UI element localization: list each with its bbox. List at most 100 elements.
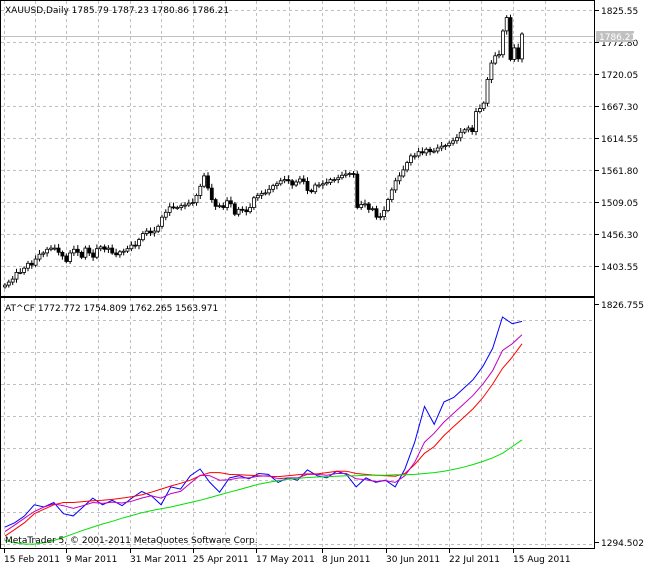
candle [206, 172, 210, 191]
candle [255, 192, 260, 201]
candle [140, 231, 145, 242]
candle [366, 202, 371, 213]
candle [363, 199, 367, 208]
indicator-line [4, 334, 523, 533]
candle [317, 182, 321, 189]
candle [263, 189, 268, 196]
candle [351, 171, 356, 178]
candle [190, 198, 195, 206]
candle [10, 276, 15, 286]
candle [420, 147, 425, 156]
candle [33, 255, 38, 267]
price-scale-label: 1561.80 [601, 167, 638, 177]
candle [45, 246, 49, 257]
candle [18, 268, 23, 275]
candle [297, 175, 302, 185]
indicator-header: AT^CF 1772.772 1754.809 1762.265 1563.97… [5, 304, 218, 314]
candle [75, 245, 80, 256]
candle [408, 153, 413, 166]
candle [305, 177, 310, 195]
price-scale[interactable]: 1825.55 1772.80 1720.05 1667.30 1614.55 1561.… [594, 7, 638, 273]
candle [301, 175, 306, 185]
candle [194, 193, 199, 206]
candle [133, 240, 138, 249]
candle [83, 245, 88, 260]
copyright-label: MetaTrader 5, © 2001-2011 MetaQuotes Sof… [5, 536, 258, 546]
price-scale-label: 1772.80 [601, 39, 638, 49]
candle [236, 206, 241, 217]
candle [336, 174, 341, 184]
candle [228, 196, 233, 208]
price-scale-label: 1403.55 [601, 263, 638, 273]
candle [382, 206, 387, 221]
time-axis-label: 25 Apr 2011 [193, 555, 249, 565]
candle [240, 206, 245, 213]
price-scale-label: 1825.55 [601, 7, 638, 17]
candle [156, 224, 161, 233]
candle [137, 237, 141, 250]
candle [106, 245, 111, 253]
candle [397, 172, 402, 185]
candle [209, 183, 214, 203]
candle [60, 250, 65, 260]
time-axis-label: 15 Aug 2011 [513, 555, 571, 565]
time-axis[interactable]: 15 Feb 2011 9 Mar 2011 31 Mar 2011 25 Apr 2… [4, 548, 571, 565]
time-axis-label: 9 Mar 2011 [66, 555, 117, 565]
candle [98, 245, 103, 252]
candle [160, 214, 164, 229]
candle [217, 203, 222, 209]
candle [49, 245, 53, 252]
candle [175, 205, 180, 210]
candle [474, 108, 478, 136]
candle [355, 171, 360, 210]
candle [259, 190, 264, 199]
time-axis-label: 8 Jun 2011 [322, 555, 370, 565]
candle [493, 52, 498, 65]
candle [125, 245, 130, 253]
candle [412, 152, 417, 160]
candle [313, 182, 318, 195]
candle [462, 128, 467, 135]
candle [179, 203, 184, 211]
candle [435, 144, 440, 154]
candle [512, 44, 517, 62]
indicator-scale-top: 1826.755 [601, 301, 644, 311]
candle [347, 171, 352, 178]
candle [64, 253, 69, 264]
candle [290, 179, 295, 189]
candle [171, 202, 176, 210]
candle [79, 250, 84, 260]
price-scale-label: 1720.05 [601, 71, 638, 81]
price-chart-header: XAUUSD,Daily 1785.79 1787.23 1780.86 178… [5, 6, 229, 16]
indicator-line [4, 316, 523, 528]
candle [110, 244, 115, 255]
candle [489, 60, 494, 84]
candle [328, 177, 333, 185]
candle [286, 175, 291, 184]
candle [41, 251, 46, 258]
indicator-panel[interactable] [0, 297, 595, 549]
time-axis-label: 17 May 2011 [256, 555, 315, 565]
candle [56, 243, 61, 256]
candle [118, 250, 122, 258]
candle [248, 203, 253, 214]
indicator-series [4, 316, 523, 545]
candle [87, 245, 92, 256]
price-scale-label: 1509.05 [601, 199, 638, 209]
indicator-line [4, 439, 523, 545]
candle [393, 177, 398, 193]
price-scale-label: 1614.55 [601, 135, 638, 145]
candle [198, 183, 203, 199]
candle [401, 165, 406, 178]
candle [221, 202, 226, 210]
candle [309, 188, 314, 194]
candle [68, 250, 72, 264]
candle [416, 148, 421, 158]
candle [470, 125, 475, 135]
candle [477, 104, 482, 114]
candle [443, 143, 448, 150]
price-grid [1, 1, 594, 296]
candle [386, 197, 390, 213]
candle [22, 266, 27, 275]
